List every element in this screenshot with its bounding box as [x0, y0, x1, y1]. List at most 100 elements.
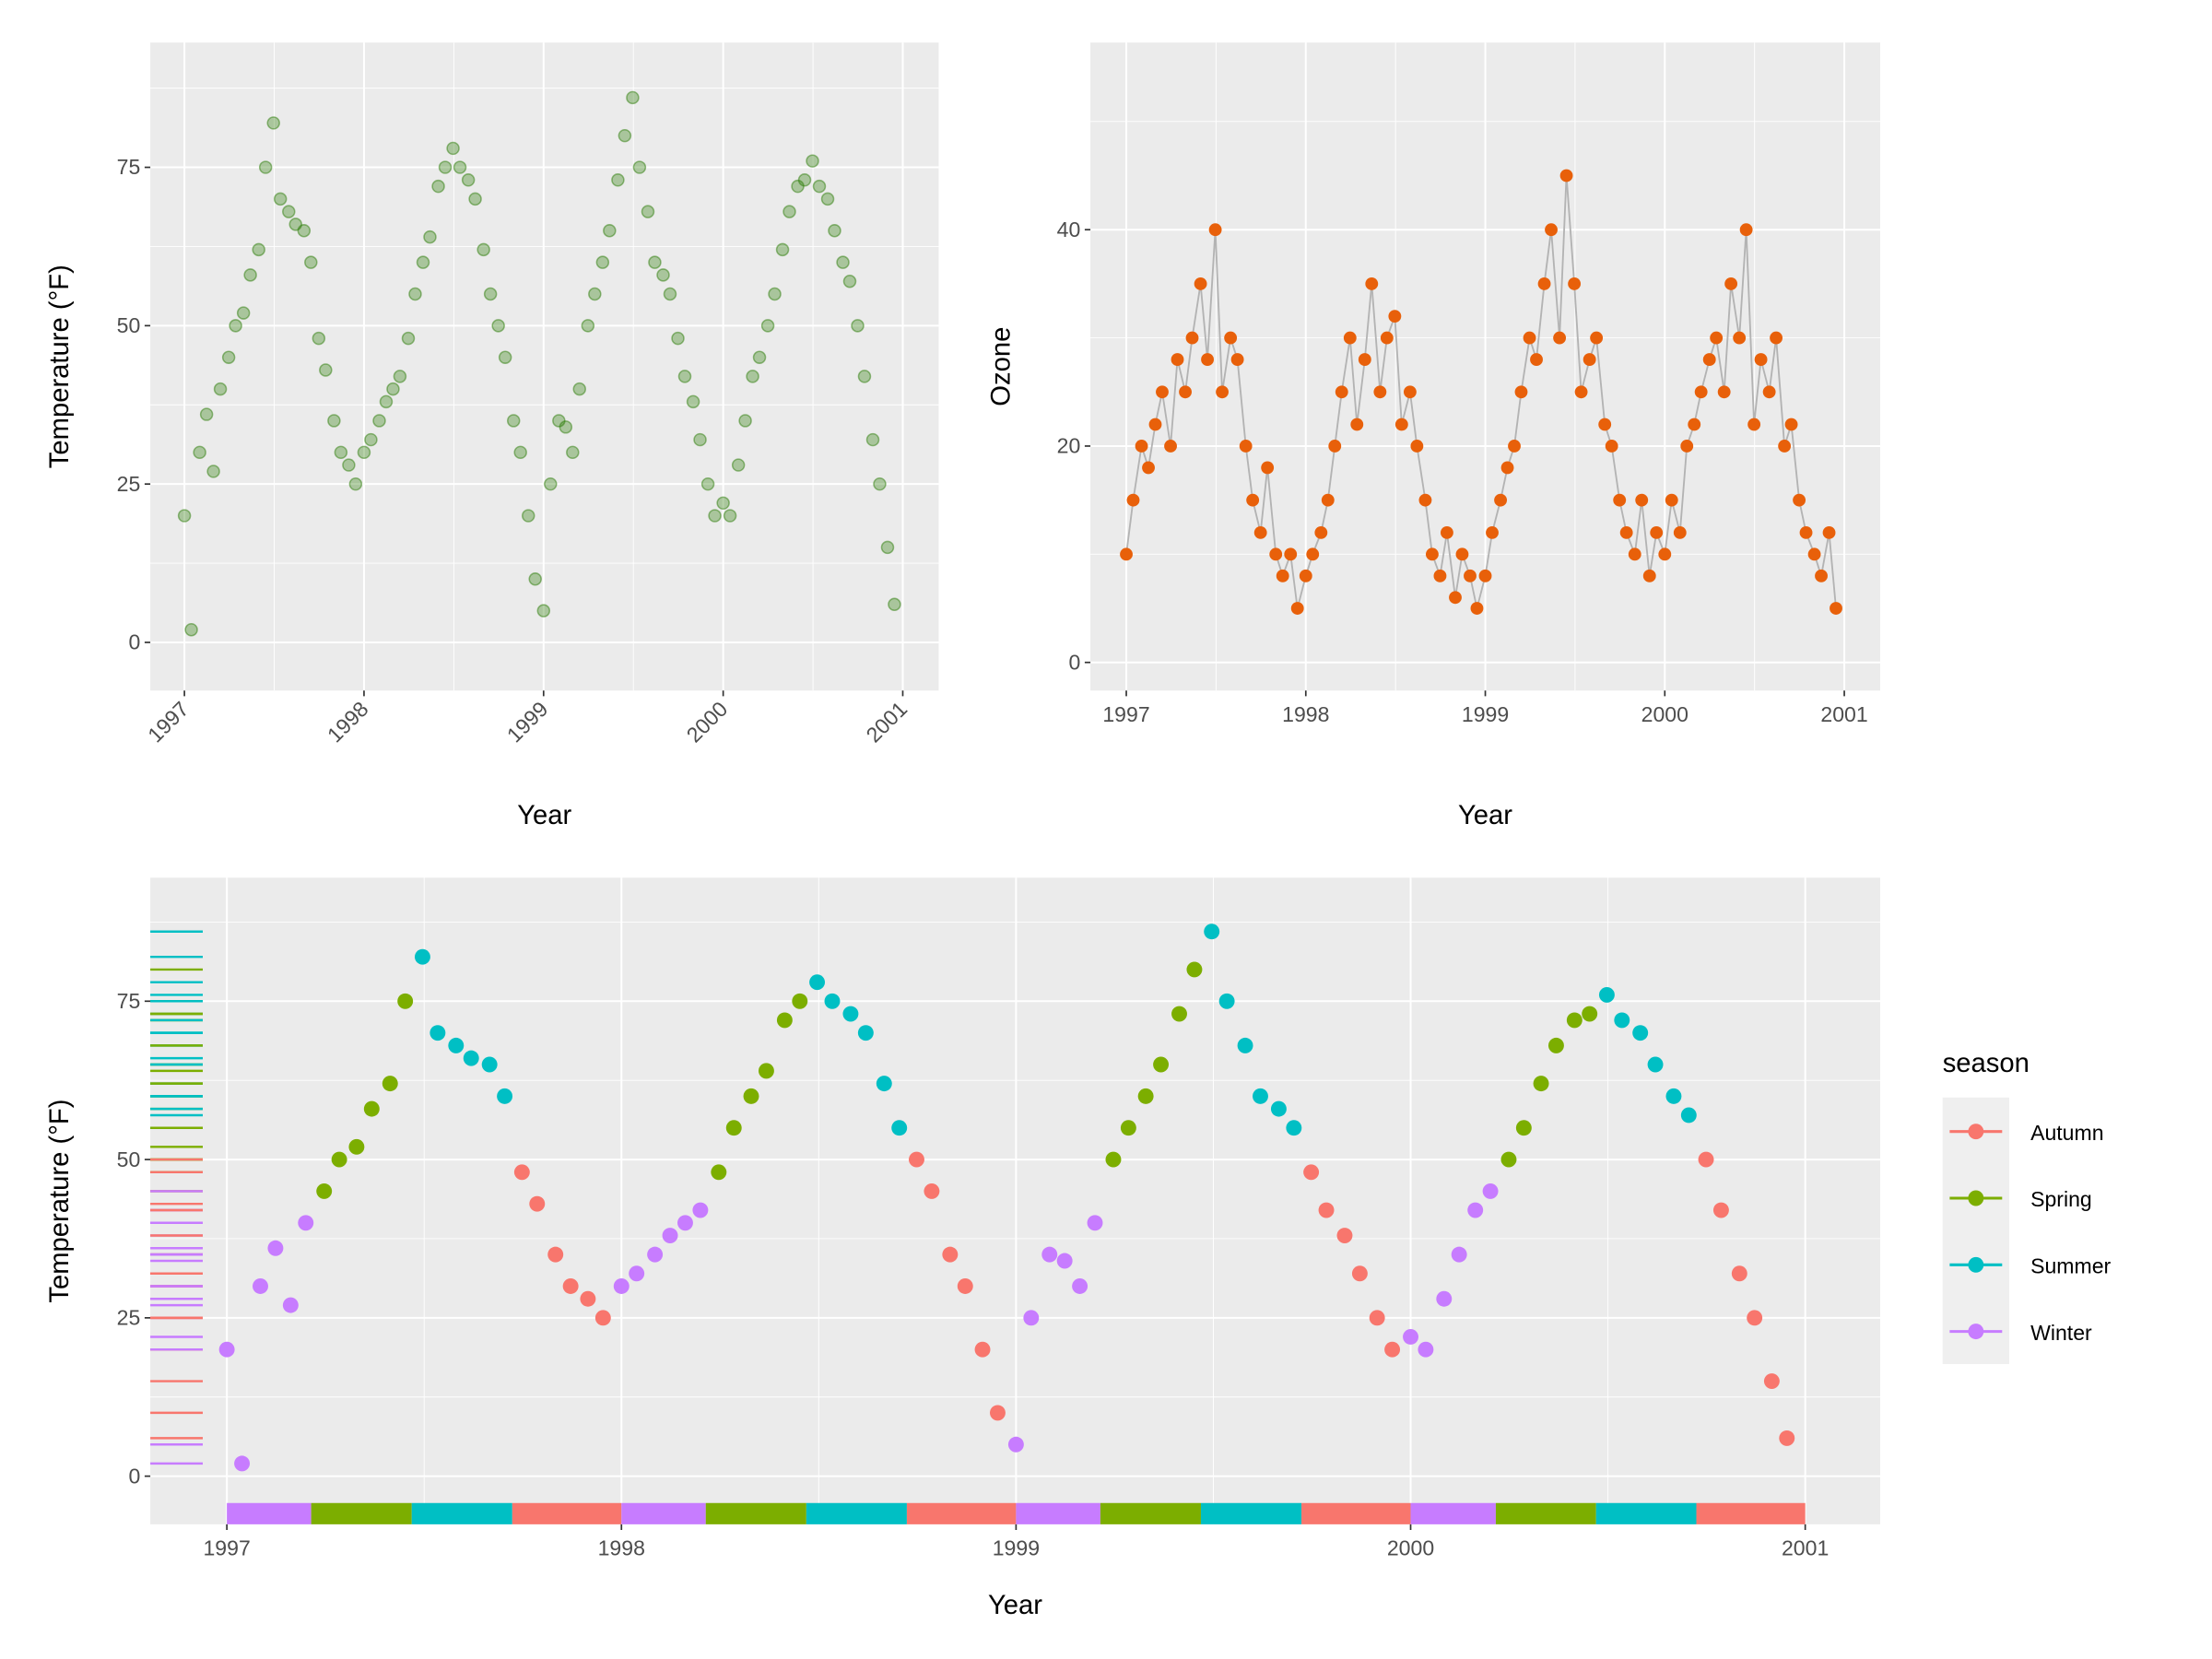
y-axis-title: Ozone [986, 327, 1016, 406]
data-point [1658, 547, 1672, 561]
data-point [632, 160, 647, 174]
data-point [708, 509, 722, 523]
data-point [357, 445, 371, 460]
season-band-summer [1200, 1502, 1302, 1524]
data-point [828, 224, 841, 238]
data-point [824, 993, 841, 1009]
data-point [797, 173, 812, 187]
data-point [382, 1076, 398, 1092]
data-point [1253, 1088, 1268, 1104]
data-point [1126, 493, 1140, 507]
data-point [613, 1278, 629, 1294]
season-band-spring [705, 1502, 806, 1524]
data-point [1533, 1076, 1549, 1092]
data-point [1218, 993, 1235, 1009]
data-point [1537, 276, 1551, 290]
x-tick-label: 1998 [323, 697, 373, 747]
series-line-segment [1184, 337, 1194, 393]
season-band-autumn [906, 1502, 1017, 1524]
data-point [1688, 418, 1701, 431]
data-point [1702, 353, 1716, 366]
series-line-segment [1678, 445, 1688, 533]
y-tick-label: 50 [117, 313, 141, 337]
data-point [1779, 1430, 1795, 1446]
series-line-segment [1484, 532, 1493, 576]
data-point [1508, 440, 1521, 453]
data-point [529, 1195, 546, 1212]
data-point [1208, 223, 1222, 237]
data-point [758, 1063, 774, 1079]
data-point [1712, 1202, 1729, 1218]
data-point [1246, 493, 1260, 507]
data-point [880, 540, 895, 555]
data-point [1590, 331, 1604, 345]
data-point [1754, 353, 1768, 366]
data-point [1500, 461, 1514, 475]
data-point [1328, 440, 1342, 453]
data-point [618, 128, 632, 143]
data-point [1425, 547, 1439, 561]
y-tick-label: 25 [117, 1306, 141, 1330]
data-point [1747, 418, 1761, 431]
data-point [1605, 440, 1618, 453]
data-point [423, 229, 437, 244]
season-band-autumn [512, 1502, 622, 1524]
data-point [348, 477, 363, 491]
data-point [1784, 418, 1798, 431]
series-line-segment [1595, 337, 1606, 425]
x-tick-label: 1997 [1102, 702, 1149, 726]
series-line-segment [1379, 337, 1388, 393]
series-line-segment [1633, 500, 1643, 555]
series-line-segment [1543, 229, 1552, 285]
data-point [1717, 385, 1731, 399]
series-line-segment [1520, 337, 1531, 393]
data-point [477, 242, 490, 257]
series-line-segment [1648, 532, 1658, 576]
data-point [812, 179, 827, 194]
panel-temperature-by-season: 0 25 50 75 1997 1998 1999 2000 2001 Year Temperatu… [45, 877, 1881, 1620]
data-point [671, 331, 685, 346]
data-point [1770, 331, 1783, 345]
season-band-spring [311, 1502, 412, 1524]
series-line-segment [1371, 283, 1382, 393]
legend-key-summer [1949, 1256, 2003, 1273]
data-point [1530, 353, 1543, 366]
data-point [528, 572, 542, 586]
data-point [782, 205, 796, 218]
data-point [229, 319, 242, 333]
data-point [1478, 569, 1492, 582]
data-point [731, 458, 746, 472]
y-tick-label: 25 [117, 472, 141, 496]
legend-label: Summer [2030, 1254, 2111, 1278]
data-point [1724, 276, 1738, 290]
data-point [700, 477, 715, 491]
data-point [1239, 440, 1253, 453]
data-point [1388, 310, 1402, 324]
series-line-segment [1348, 337, 1359, 425]
series-line-segment [1394, 316, 1403, 425]
season-band-spring [1100, 1502, 1201, 1524]
series-line-segment [1340, 337, 1351, 393]
data-point [1351, 1265, 1368, 1282]
data-point [1694, 385, 1708, 399]
data-point [752, 350, 767, 364]
data-point [1822, 525, 1836, 539]
data-point [760, 319, 775, 333]
data-point [686, 394, 700, 409]
data-point [513, 445, 527, 460]
data-point [266, 116, 280, 130]
data-point [629, 1265, 645, 1282]
data-point [1680, 1107, 1697, 1124]
legend-key-autumn [1949, 1124, 2003, 1140]
data-point [193, 445, 206, 460]
data-point [1303, 1164, 1320, 1181]
data-point [1135, 440, 1148, 453]
series-line-segment [1513, 392, 1523, 447]
data-point [468, 192, 482, 206]
data-point [206, 465, 220, 478]
data-point [942, 1246, 959, 1263]
series-line-segment [1199, 283, 1208, 360]
series-line-segment [1775, 337, 1786, 447]
series-line-segment [1454, 554, 1464, 598]
data-point [581, 319, 595, 333]
